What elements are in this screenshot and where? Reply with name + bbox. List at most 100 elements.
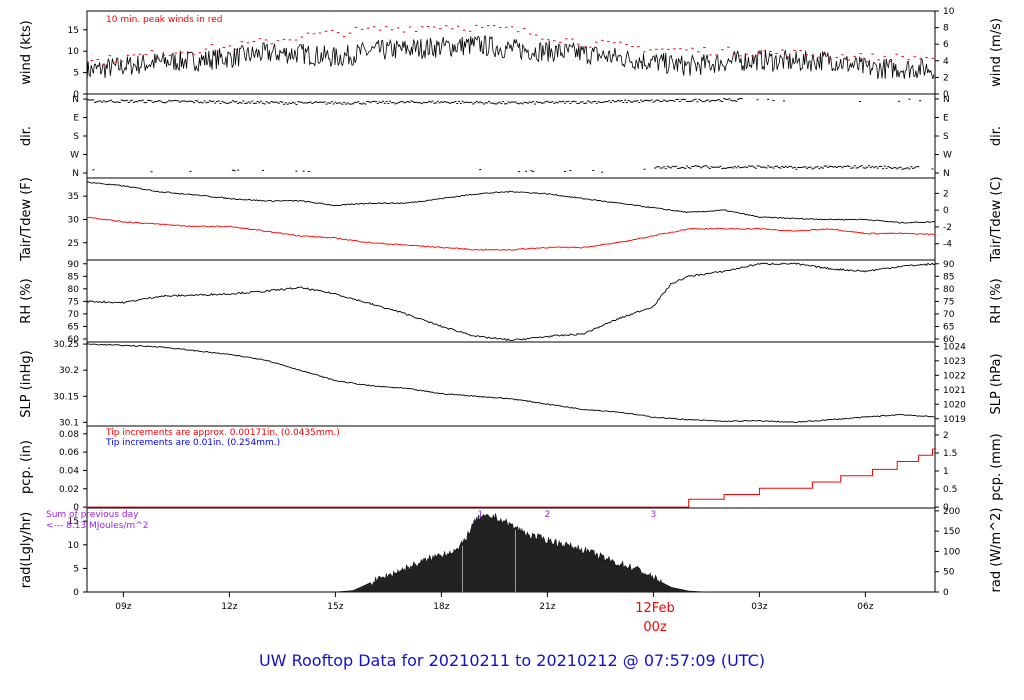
y-tick-label: 30.25 xyxy=(53,340,79,350)
y-tick-label-right: 1022 xyxy=(943,371,966,381)
y-tick-label-right: 10 xyxy=(943,7,955,17)
y-tick-label-right: 1021 xyxy=(943,386,966,396)
y-tick-label: 90 xyxy=(68,260,80,270)
y-tick-label-right: 200 xyxy=(943,507,960,517)
chart-note-red: Tip increments are approx. 0.00171in. (0… xyxy=(105,428,340,438)
y-axis-label-right: Tair/Tdew (C) xyxy=(989,176,1004,262)
y-tick-label: 30.2 xyxy=(59,366,79,376)
y-tick-label: 75 xyxy=(68,297,79,307)
y-tick-label: S xyxy=(73,132,79,142)
y-tick-label-right: 0 xyxy=(943,206,949,216)
y-tick-label-right: 90 xyxy=(943,260,955,270)
y-tick-label-right: -2 xyxy=(943,223,952,233)
rad-note-line2: <--- 8.13 MJoules/m^2 xyxy=(46,521,148,531)
y-tick-label: 60 xyxy=(68,335,80,345)
y-tick-label: 0 xyxy=(73,90,79,100)
y-tick-label: 5 xyxy=(73,69,79,79)
y-tick-label: 30.1 xyxy=(59,418,79,428)
series-line-temp-0 xyxy=(86,181,936,224)
x-axis: 09z 12z 15z 18z 21z 03z 06z xyxy=(115,592,874,612)
x-tick-label: 12z xyxy=(221,602,237,612)
y-tick-label-right: 0 xyxy=(943,90,949,100)
y-tick-label-right: N xyxy=(943,95,950,105)
x-tick-label: 09z xyxy=(115,602,131,612)
panel-wind: wind (kts) wind (m/s) 0 5 10 15 0 2 4 6 8 10 10 min.… xyxy=(19,7,1004,100)
y-tick-label: W xyxy=(70,151,79,161)
chart-note-blue: Tip increments are 0.01in. (0.254mm.) xyxy=(105,438,280,448)
y-axis-label-right: RH (%) xyxy=(989,278,1004,323)
y-tick-label-right: 8 xyxy=(943,24,949,34)
series-area-rad xyxy=(335,513,710,593)
y-tick-label-right: 1023 xyxy=(943,357,966,367)
y-tick-label-right: 65 xyxy=(943,322,954,332)
y-tick-label: 0.06 xyxy=(59,448,79,458)
y-axis-label-right: dir. xyxy=(989,126,1004,146)
panel-frame xyxy=(86,259,936,343)
y-tick-label-right: 1020 xyxy=(943,400,966,410)
y-tick-label: N xyxy=(72,169,79,179)
y-tick-label: 10 xyxy=(68,47,80,57)
y-tick-label-right: 70 xyxy=(943,310,955,320)
plot-area xyxy=(87,98,934,173)
y-tick-label-right: 60 xyxy=(943,335,955,345)
y-tick-label-right: 0.5 xyxy=(943,485,957,495)
y-tick-label-right: 0 xyxy=(943,503,949,513)
series-line-rh-0 xyxy=(86,262,936,342)
y-tick-label-right: -4 xyxy=(943,240,952,250)
x-tick-label: 18z xyxy=(433,602,449,612)
y-axis-label-left: pcp. (in) xyxy=(19,440,34,494)
y-tick-label-right: 100 xyxy=(943,547,960,557)
y-tick-label-right: 75 xyxy=(943,297,954,307)
y-tick-label: 65 xyxy=(68,322,79,332)
y-axis-label-left: RH (%) xyxy=(19,278,34,323)
y-tick-label-right: 80 xyxy=(943,285,955,295)
y-tick-label: 85 xyxy=(68,272,79,282)
rad-marker: 3 xyxy=(651,510,657,520)
day-sublabel: 00z xyxy=(643,620,667,635)
y-axis-label-left: dir. xyxy=(19,126,34,146)
y-tick-label: 0 xyxy=(73,588,79,598)
y-tick-label-right: 0 xyxy=(943,588,949,598)
day-label: 12Feb xyxy=(635,601,675,616)
y-axis-label-right: rad (W/m^2) xyxy=(989,508,1004,593)
y-tick-label: N xyxy=(72,95,79,105)
figure-title: UW Rooftop Data for 20210211 to 20210212… xyxy=(259,651,765,670)
rad-marker: 1 xyxy=(477,510,483,520)
y-tick-label: 0.04 xyxy=(59,466,79,476)
panel-frame xyxy=(86,341,936,427)
y-tick-label: 70 xyxy=(68,310,80,320)
y-tick-label-right: 1 xyxy=(943,467,949,477)
y-tick-label: 35 xyxy=(68,192,79,202)
y-tick-label-right: 1.5 xyxy=(943,449,957,459)
y-axis-label-left: wind (kts) xyxy=(19,20,34,84)
plot-area xyxy=(335,513,710,593)
panel-rad: rad(Lgly/hr) rad (W/m^2)05101505010015020… xyxy=(19,507,1004,598)
y-tick-label-right: S xyxy=(943,132,949,142)
y-tick-label-right: 50 xyxy=(943,568,955,578)
panel-dir: dir. dir.N NW WS SE EN N xyxy=(19,93,1004,179)
plot-area xyxy=(86,262,936,342)
series-line-slp-0 xyxy=(86,343,936,424)
x-tick-label: 03z xyxy=(751,602,767,612)
y-tick-label: 5 xyxy=(73,564,79,574)
y-tick-label-right: E xyxy=(943,114,949,124)
panel-temp: Tair/Tdew (F) Tair/Tdew (C) 25 30 35 -4 -2 0 2 xyxy=(19,176,1004,262)
panel-frame xyxy=(86,93,936,179)
y-tick-label-right: N xyxy=(943,169,950,179)
y-tick-label-right: 6 xyxy=(943,40,949,50)
y-tick-label-right: 150 xyxy=(943,527,960,537)
y-tick-label: 0.02 xyxy=(59,485,79,495)
y-tick-label: 0.08 xyxy=(59,430,79,440)
y-tick-label-right: 2 xyxy=(943,189,949,199)
rad-marker: 2 xyxy=(545,510,551,520)
y-axis-label-right: SLP (hPa) xyxy=(989,353,1004,414)
plot-area xyxy=(86,343,936,424)
plot-area xyxy=(88,448,937,508)
y-tick-label: 80 xyxy=(68,285,80,295)
series-line-wind xyxy=(86,35,935,82)
chart-note: 10 min. peak winds in red xyxy=(106,15,223,25)
series-line-pcp xyxy=(88,448,937,508)
x-tick-label: 15z xyxy=(327,602,343,612)
